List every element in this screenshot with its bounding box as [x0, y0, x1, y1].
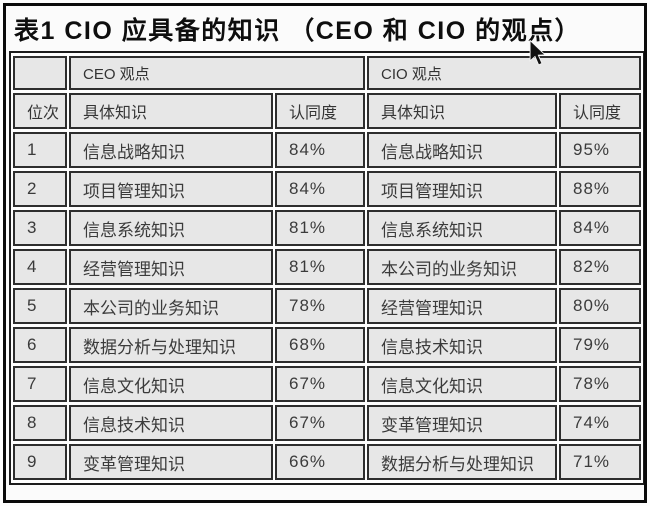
cio-knowledge-cell: 经营管理知识	[367, 288, 557, 324]
rank-cell: 8	[13, 405, 67, 441]
ceo-approval-cell: 68%	[275, 327, 365, 363]
table-row: 2 项目管理知识 84% 项目管理知识 88%	[13, 171, 641, 207]
ceo-approval-cell: 84%	[275, 132, 365, 168]
ceo-knowledge-cell: 变革管理知识	[69, 444, 273, 480]
column-header-row: 位次 具体知识 认同度 具体知识 认同度	[13, 93, 641, 129]
cio-approval-cell: 80%	[559, 288, 641, 324]
cio-knowledge-cell: 项目管理知识	[367, 171, 557, 207]
table-row: 3 信息系统知识 81% 信息系统知识 84%	[13, 210, 641, 246]
table-row: 8 信息技术知识 67% 变革管理知识 74%	[13, 405, 641, 441]
ceo-approval-cell: 66%	[275, 444, 365, 480]
rank-header: 位次	[13, 93, 67, 129]
ceo-approval-cell: 84%	[275, 171, 365, 207]
cio-knowledge-table: CEO 观点 CIO 观点 位次 具体知识 认同度 具体知识 认同度 1 信息战…	[9, 51, 644, 485]
cio-approval-cell: 78%	[559, 366, 641, 402]
cio-knowledge-header: 具体知识	[367, 93, 557, 129]
ceo-knowledge-cell: 数据分析与处理知识	[69, 327, 273, 363]
ceo-knowledge-header: 具体知识	[69, 93, 273, 129]
rank-cell: 7	[13, 366, 67, 402]
cio-approval-cell: 71%	[559, 444, 641, 480]
ceo-approval-cell: 67%	[275, 366, 365, 402]
cio-knowledge-cell: 信息系统知识	[367, 210, 557, 246]
table-row: 7 信息文化知识 67% 信息文化知识 78%	[13, 366, 641, 402]
group-header-row: CEO 观点 CIO 观点	[13, 56, 641, 90]
ceo-approval-cell: 78%	[275, 288, 365, 324]
figure-frame: 表1 CIO 应具备的知识 （CEO 和 CIO 的观点） CEO 观点 CIO…	[3, 3, 647, 503]
corner-cell	[13, 56, 67, 90]
ceo-knowledge-cell: 信息战略知识	[69, 132, 273, 168]
table-row: 5 本公司的业务知识 78% 经营管理知识 80%	[13, 288, 641, 324]
ceo-knowledge-cell: 经营管理知识	[69, 249, 273, 285]
ceo-approval-cell: 67%	[275, 405, 365, 441]
cio-knowledge-cell: 数据分析与处理知识	[367, 444, 557, 480]
rank-cell: 6	[13, 327, 67, 363]
cio-approval-cell: 74%	[559, 405, 641, 441]
ceo-knowledge-cell: 信息文化知识	[69, 366, 273, 402]
ceo-knowledge-cell: 信息系统知识	[69, 210, 273, 246]
rank-cell: 5	[13, 288, 67, 324]
table-row: 9 变革管理知识 66% 数据分析与处理知识 71%	[13, 444, 641, 480]
table-row: 6 数据分析与处理知识 68% 信息技术知识 79%	[13, 327, 641, 363]
rank-cell: 4	[13, 249, 67, 285]
cio-viewpoint-header: CIO 观点	[367, 56, 641, 90]
ceo-knowledge-cell: 信息技术知识	[69, 405, 273, 441]
cio-knowledge-cell: 信息文化知识	[367, 366, 557, 402]
table-row: 4 经营管理知识 81% 本公司的业务知识 82%	[13, 249, 641, 285]
ceo-viewpoint-header: CEO 观点	[69, 56, 365, 90]
cio-approval-cell: 88%	[559, 171, 641, 207]
ceo-knowledge-cell: 项目管理知识	[69, 171, 273, 207]
rank-cell: 1	[13, 132, 67, 168]
cio-approval-cell: 84%	[559, 210, 641, 246]
cio-approval-cell: 82%	[559, 249, 641, 285]
rank-cell: 3	[13, 210, 67, 246]
cio-knowledge-cell: 变革管理知识	[367, 405, 557, 441]
table-title: 表1 CIO 应具备的知识 （CEO 和 CIO 的观点）	[14, 17, 582, 45]
cio-knowledge-cell: 本公司的业务知识	[367, 249, 557, 285]
ceo-approval-cell: 81%	[275, 210, 365, 246]
ceo-approval-cell: 81%	[275, 249, 365, 285]
cio-knowledge-cell: 信息技术知识	[367, 327, 557, 363]
ceo-knowledge-cell: 本公司的业务知识	[69, 288, 273, 324]
ceo-approval-header: 认同度	[275, 93, 365, 129]
rank-cell: 9	[13, 444, 67, 480]
rank-cell: 2	[13, 171, 67, 207]
table-row: 1 信息战略知识 84% 信息战略知识 95%	[13, 132, 641, 168]
cio-knowledge-cell: 信息战略知识	[367, 132, 557, 168]
cio-approval-cell: 79%	[559, 327, 641, 363]
cio-approval-header: 认同度	[559, 93, 641, 129]
cio-approval-cell: 95%	[559, 132, 641, 168]
